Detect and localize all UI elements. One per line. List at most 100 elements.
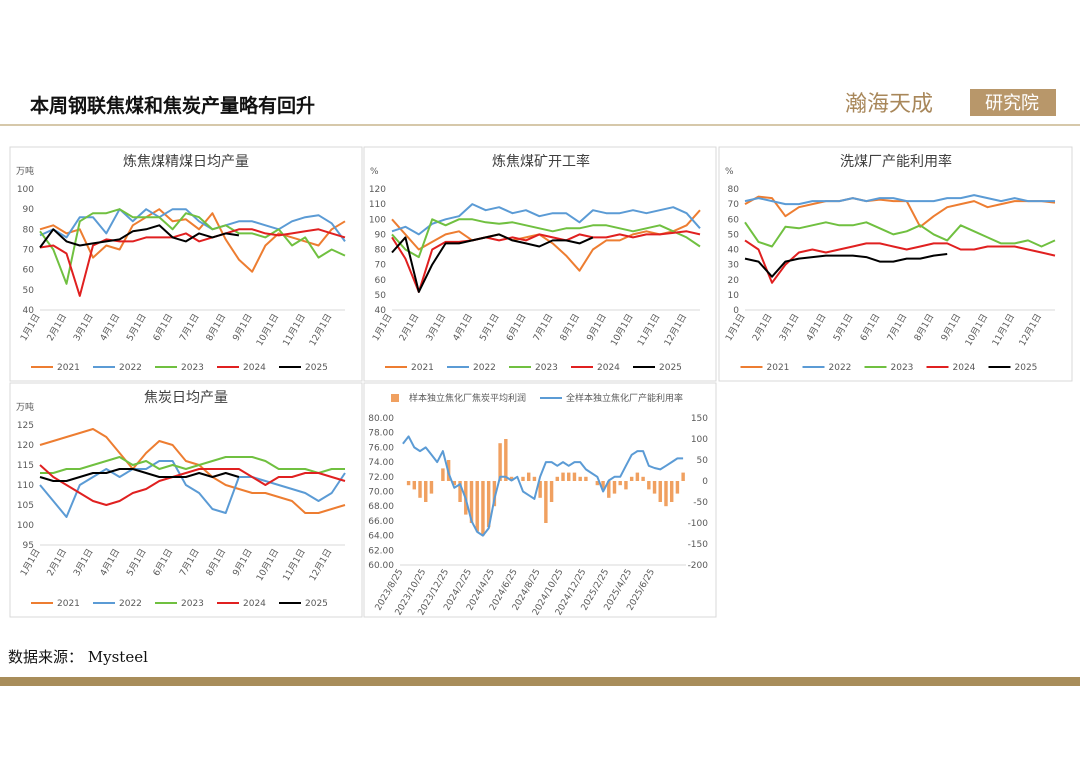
logo-brand: 瀚海天成	[845, 92, 933, 117]
bar	[618, 481, 622, 486]
legend-label: 样本独立焦化厂焦炭平均利润	[409, 392, 526, 404]
series-line	[391, 203, 701, 236]
bar	[481, 481, 485, 536]
series-line	[744, 195, 1056, 228]
bar	[509, 476, 514, 481]
bar	[429, 481, 434, 494]
y-tick-label: 40	[23, 306, 35, 316]
bar	[532, 476, 537, 481]
y-tick-label: 50	[375, 291, 387, 301]
y-tick-label: 74.00	[368, 458, 394, 468]
y2-tick-label: -100	[688, 519, 709, 529]
chart-frame	[9, 146, 363, 382]
bar	[578, 476, 582, 481]
y-tick-label: 70	[375, 261, 387, 271]
bar	[635, 472, 640, 481]
bar	[567, 472, 571, 481]
y-tick-label: 90	[23, 205, 35, 215]
bar	[629, 476, 634, 481]
bar	[452, 481, 457, 486]
series-line	[39, 464, 346, 506]
bar	[624, 481, 628, 490]
unit-label: 万吨	[16, 165, 34, 177]
legend-label: 2024	[597, 363, 620, 373]
bar	[681, 472, 685, 481]
bar	[406, 481, 411, 486]
bar	[652, 481, 657, 494]
series-line	[391, 209, 701, 272]
y-tick-label: 70.00	[368, 488, 394, 498]
bar	[647, 481, 651, 490]
y-tick-label: 40	[375, 306, 387, 316]
y-tick-label: 0	[733, 306, 739, 316]
y2-tick-label: -50	[693, 498, 708, 508]
bar	[538, 481, 542, 498]
y-tick-label: 110	[17, 481, 34, 491]
series-line	[391, 233, 594, 293]
y-tick-label: 120	[369, 185, 386, 195]
legend-label: 2024	[953, 363, 976, 373]
series-line	[744, 221, 1056, 248]
y2-tick-label: 0	[702, 477, 708, 487]
y2-tick-label: -200	[688, 561, 709, 571]
bar	[469, 481, 474, 523]
y-tick-label: 125	[17, 421, 34, 431]
bar	[424, 481, 428, 502]
bar	[641, 476, 645, 481]
bar	[526, 472, 531, 481]
bar	[561, 472, 565, 481]
y2-tick-label: 50	[697, 456, 709, 466]
legend-label: 2023	[535, 363, 558, 373]
legend-label: 2021	[57, 363, 80, 373]
chart-frame	[718, 146, 1073, 382]
chart-title: 焦炭日均产量	[144, 390, 228, 406]
y-tick-label: 68.00	[368, 502, 394, 512]
y-tick-label: 50	[23, 286, 35, 296]
chart-title: 炼焦煤精煤日均产量	[123, 154, 249, 170]
legend-label: 2025	[659, 363, 682, 373]
y2-tick-label: -150	[688, 540, 709, 550]
footer-band	[0, 677, 1080, 686]
y-tick-label: 60	[728, 215, 740, 225]
y-tick-label: 70	[23, 246, 35, 256]
legend-label: 全样本独立焦化厂产能利用率	[566, 392, 683, 404]
series-line	[39, 428, 346, 514]
y-tick-label: 76.00	[368, 443, 394, 453]
bar	[584, 476, 588, 481]
y-tick-label: 72.00	[368, 473, 394, 483]
chart-frame	[9, 382, 363, 618]
logo-box	[970, 89, 1056, 116]
y-tick-label: 66.00	[368, 517, 394, 527]
series-line	[391, 218, 701, 259]
y-tick-label: 120	[17, 441, 34, 451]
unit-label: %	[725, 167, 734, 177]
legend-label: 2022	[119, 363, 142, 373]
y-tick-label: 80	[728, 185, 740, 195]
y-tick-label: 64.00	[368, 532, 394, 542]
legend-label: 2022	[473, 363, 496, 373]
legend-label: 2025	[305, 599, 328, 609]
bar	[521, 476, 525, 481]
y-tick-label: 50	[728, 230, 740, 240]
legend-label: 2021	[57, 599, 80, 609]
bar	[549, 481, 554, 502]
series-line	[39, 208, 346, 285]
bar	[675, 481, 680, 494]
legend-label: 2022	[829, 363, 852, 373]
legend-label: 2023	[181, 363, 204, 373]
chart-title: 炼焦煤矿开工率	[492, 153, 590, 170]
bar	[555, 476, 560, 481]
y-tick-label: 60	[23, 266, 35, 276]
y2-tick-label: 150	[691, 414, 708, 424]
y-tick-label: 80	[375, 246, 387, 256]
y-tick-label: 80.00	[368, 414, 394, 424]
series-line	[402, 435, 684, 537]
bar	[475, 481, 479, 532]
bar	[441, 468, 445, 481]
y-tick-label: 70	[728, 200, 740, 210]
bar	[669, 481, 674, 502]
bar	[595, 481, 600, 486]
bar	[658, 481, 662, 502]
